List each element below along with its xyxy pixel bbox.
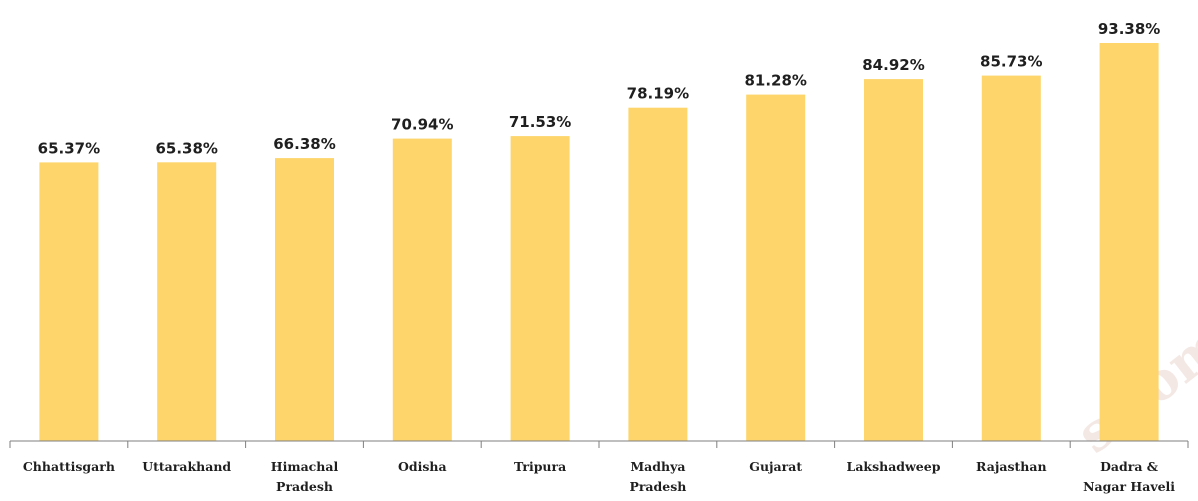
category-label: Himachal Pradesh — [271, 459, 339, 494]
bar-uttarakhand — [157, 162, 217, 442]
bars-layer — [39, 43, 1159, 442]
category-label: Chhattisgarh — [23, 459, 115, 474]
category-label: Tripura — [514, 459, 566, 474]
bar-rajasthan — [981, 75, 1041, 441]
data-label: 84.92% — [862, 56, 924, 74]
data-label: 85.73% — [980, 53, 1042, 71]
bar-chhattisgarh — [39, 162, 99, 441]
data-label: 70.94% — [391, 116, 453, 134]
category-label: Dadra & Nagar Haveli — [1083, 459, 1175, 494]
category-label: Lakshadweep — [847, 459, 941, 474]
category-label: Madhya Pradesh — [629, 459, 686, 494]
data-label: 66.38% — [273, 135, 335, 153]
category-label: Uttarakhand — [142, 459, 231, 474]
x-axis-ticks — [9, 441, 1189, 448]
data-label: 65.37% — [38, 139, 100, 157]
data-label: 65.38% — [155, 139, 217, 157]
category-label: Odisha — [398, 459, 447, 474]
category-label: Rajasthan — [976, 459, 1046, 474]
category-labels-layer: Chhattisgarh Uttarakhand Himachal Pradesh Od… — [23, 459, 1175, 494]
data-labels-layer: 65.37% 65.38% 66.38% 70.94% 71.53% 78.19% 81.2… — [38, 20, 1161, 157]
bar-dadra-nagar-haveli — [1099, 43, 1159, 441]
bar-gujarat — [746, 94, 806, 441]
data-label: 81.28% — [744, 72, 806, 90]
bar-madhya-pradesh — [628, 107, 688, 441]
data-label: 78.19% — [627, 85, 689, 103]
bar-tripura — [510, 136, 570, 441]
bar-himachal-pradesh — [275, 158, 334, 441]
bar-lakshadweep — [864, 79, 923, 441]
data-label: 93.38% — [1098, 20, 1160, 38]
bar-odisha — [392, 138, 452, 441]
category-label: Gujarat — [749, 459, 802, 474]
data-label: 71.53% — [509, 113, 571, 131]
